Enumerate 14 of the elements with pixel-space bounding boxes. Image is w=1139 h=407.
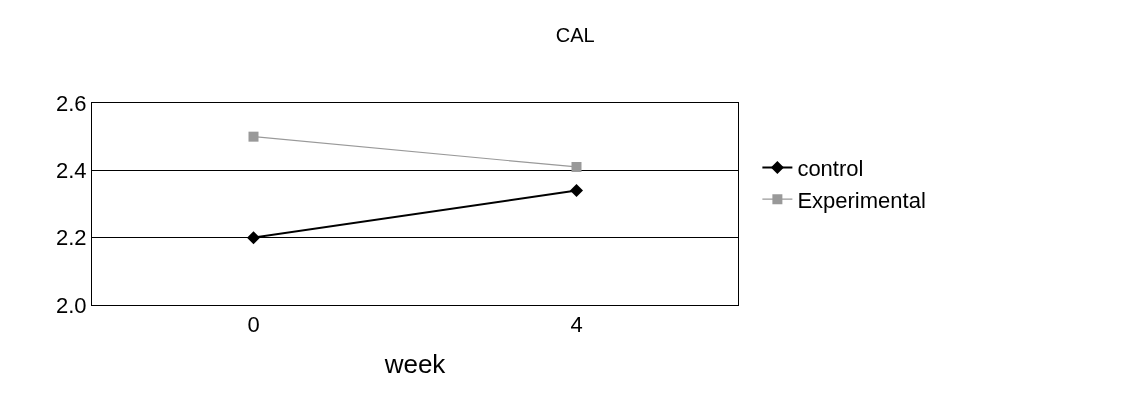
point [247, 231, 260, 245]
chart-title: CAL [555, 24, 595, 47]
y-tick-label: 2.6 [56, 90, 87, 116]
x-tick-label: 0 [247, 312, 260, 338]
y-tick-label: 2.2 [56, 225, 87, 251]
y-tick-label: 2.0 [56, 292, 87, 318]
point [571, 161, 582, 172]
point [248, 131, 259, 142]
x-tick-label: 4 [570, 312, 583, 338]
x-axis-title: week [383, 349, 447, 380]
legend-label: Experimental [797, 187, 926, 213]
legend-label: control [797, 156, 864, 182]
y-tick-label: 2.4 [56, 158, 87, 184]
point [570, 184, 583, 198]
